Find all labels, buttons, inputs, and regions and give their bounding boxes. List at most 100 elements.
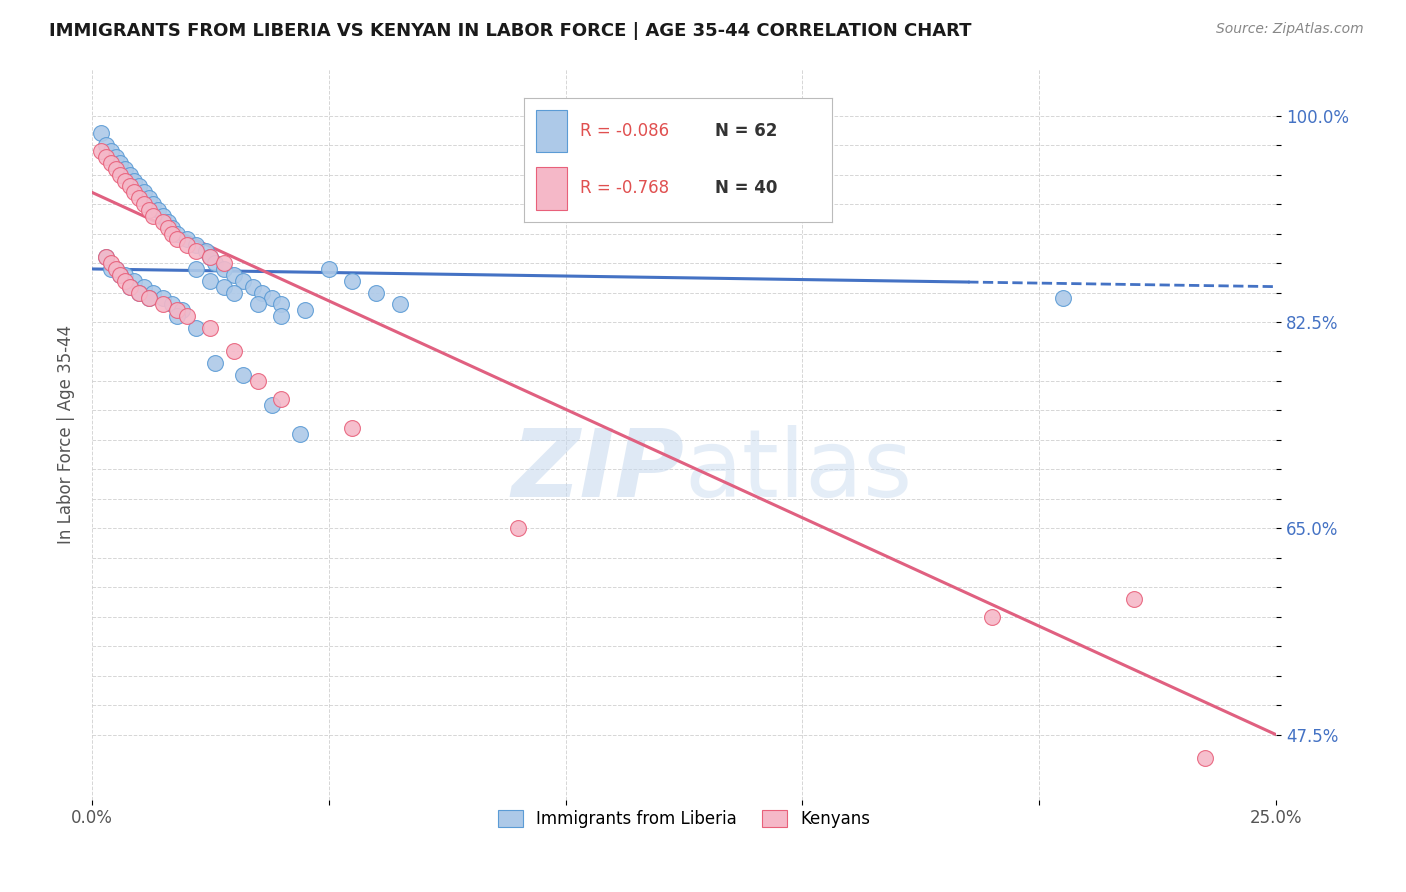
Point: [110, 168, 132, 182]
Point: [104, 262, 127, 277]
Point: [124, 186, 146, 200]
Point: [214, 262, 236, 277]
Point: [200, 321, 222, 335]
Point: [124, 274, 146, 288]
Point: [132, 279, 155, 293]
Point: [214, 279, 236, 293]
Point: [980, 609, 1002, 624]
Point: [176, 238, 198, 252]
Point: [232, 368, 254, 382]
Point: [246, 374, 269, 388]
Point: [222, 268, 245, 282]
Point: [152, 215, 174, 229]
Point: [1194, 751, 1216, 765]
Y-axis label: In Labor Force | Age 35-44: In Labor Force | Age 35-44: [58, 325, 75, 543]
Point: [162, 297, 184, 311]
Point: [242, 279, 264, 293]
Point: [204, 256, 226, 270]
Point: [214, 256, 236, 270]
Point: [252, 285, 274, 300]
Point: [388, 297, 411, 311]
Point: [90, 127, 112, 141]
Point: [176, 232, 198, 246]
Point: [270, 309, 292, 323]
Point: [114, 161, 136, 176]
Point: [94, 250, 117, 264]
Point: [110, 156, 132, 170]
Text: Source: ZipAtlas.com: Source: ZipAtlas.com: [1216, 22, 1364, 37]
Point: [156, 220, 179, 235]
Point: [114, 274, 136, 288]
Text: atlas: atlas: [683, 425, 912, 516]
Point: [90, 144, 112, 158]
Point: [1123, 592, 1146, 607]
Point: [342, 421, 364, 435]
Point: [114, 268, 136, 282]
Point: [204, 356, 226, 370]
Point: [138, 292, 160, 306]
Point: [118, 168, 141, 182]
Point: [152, 297, 174, 311]
Point: [142, 209, 165, 223]
Point: [104, 161, 127, 176]
Point: [100, 262, 122, 277]
Legend: Immigrants from Liberia, Kenyans: Immigrants from Liberia, Kenyans: [491, 804, 877, 835]
Point: [118, 179, 141, 194]
Point: [260, 292, 283, 306]
Point: [142, 285, 165, 300]
Point: [128, 285, 150, 300]
Point: [138, 191, 160, 205]
Point: [166, 303, 188, 318]
Point: [270, 392, 292, 406]
Point: [200, 274, 222, 288]
Point: [94, 138, 117, 153]
Point: [138, 202, 160, 217]
Point: [118, 279, 141, 293]
Point: [170, 303, 193, 318]
Point: [260, 398, 283, 412]
Point: [104, 150, 127, 164]
Point: [142, 197, 165, 211]
Point: [508, 521, 530, 535]
Point: [222, 344, 245, 359]
Point: [94, 150, 117, 164]
Point: [128, 285, 150, 300]
Point: [132, 197, 155, 211]
Point: [152, 292, 174, 306]
Point: [100, 256, 122, 270]
Point: [696, 156, 718, 170]
Point: [124, 173, 146, 187]
Point: [184, 238, 207, 252]
Text: ZIP: ZIP: [512, 425, 683, 516]
Point: [166, 232, 188, 246]
Point: [184, 262, 207, 277]
Point: [128, 179, 150, 194]
Point: [194, 244, 217, 259]
Point: [246, 297, 269, 311]
Point: [270, 297, 292, 311]
Point: [118, 279, 141, 293]
Point: [138, 292, 160, 306]
Point: [1052, 292, 1074, 306]
Text: IMMIGRANTS FROM LIBERIA VS KENYAN IN LABOR FORCE | AGE 35-44 CORRELATION CHART: IMMIGRANTS FROM LIBERIA VS KENYAN IN LAB…: [49, 22, 972, 40]
Point: [294, 303, 316, 318]
Point: [162, 220, 184, 235]
Point: [100, 144, 122, 158]
Point: [200, 250, 222, 264]
Point: [94, 250, 117, 264]
Point: [318, 262, 340, 277]
Point: [184, 321, 207, 335]
Point: [364, 285, 387, 300]
Point: [132, 186, 155, 200]
Point: [156, 215, 179, 229]
Point: [166, 309, 188, 323]
Point: [100, 156, 122, 170]
Point: [162, 227, 184, 241]
Point: [128, 191, 150, 205]
Point: [110, 268, 132, 282]
Point: [152, 209, 174, 223]
Point: [290, 427, 312, 442]
Point: [232, 274, 254, 288]
Point: [146, 202, 169, 217]
Point: [222, 285, 245, 300]
